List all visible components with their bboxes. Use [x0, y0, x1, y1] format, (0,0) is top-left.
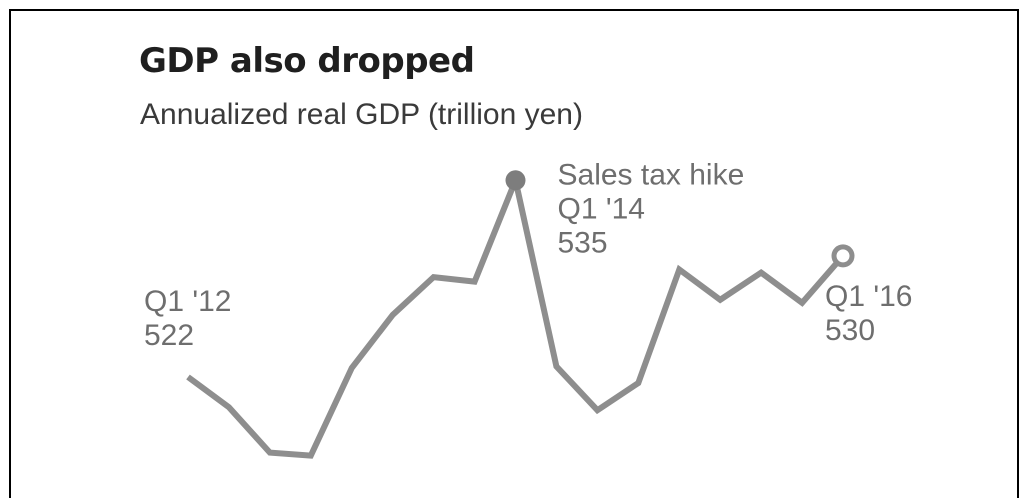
- annotation-1-line-2: 535: [558, 226, 608, 259]
- annotation-0-line-0: Q1 '12: [144, 285, 231, 318]
- chart-title: GDP also dropped: [139, 41, 475, 81]
- annotation-2-line-0: Q1 '16: [825, 280, 912, 313]
- gdp-series-line: [186, 170, 846, 459]
- annotation-1-line-0: Sales tax hike: [558, 158, 745, 191]
- chart-subtitle: Annualized real GDP (trillion yen): [140, 98, 583, 131]
- annotation-1-line-1: Q1 '14: [558, 192, 645, 225]
- annotation-0-line-1: 522: [144, 319, 194, 352]
- point-marker-16: [831, 244, 855, 268]
- point-marker-8: [505, 170, 526, 191]
- annotation-2-line-1: 530: [825, 314, 875, 347]
